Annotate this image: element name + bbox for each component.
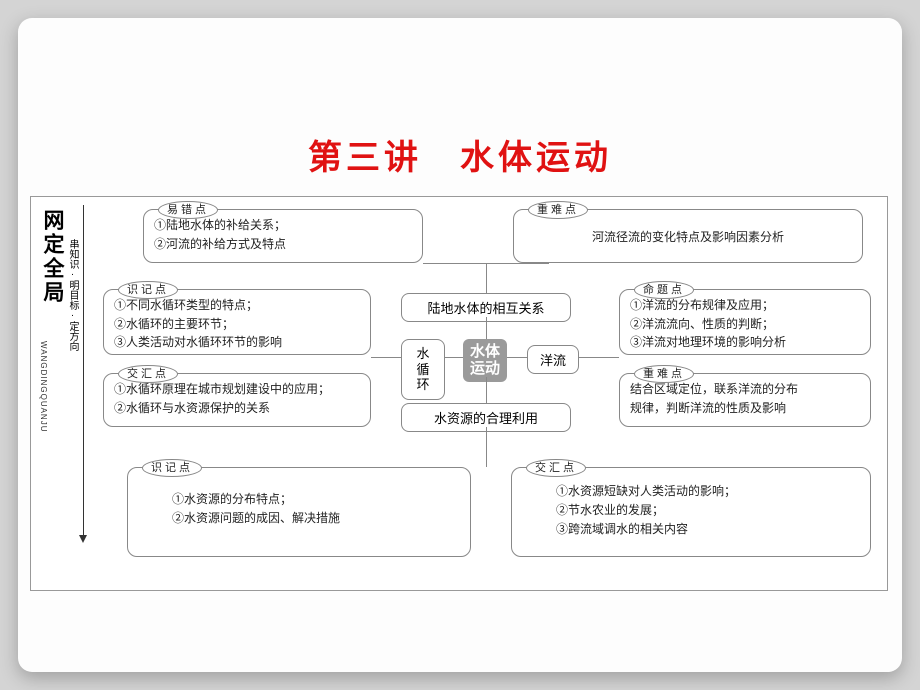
tag-mingti: 命题点 [634,281,694,299]
connector [486,377,487,403]
box-mid-right-a: 命题点 ①洋流的分布规律及应用； ②洋流流向、性质的判断； ③洋流对地理环境的影… [619,289,871,355]
connector [486,317,487,339]
box-bot-right: 交汇点 ①水资源短缺对人类活动的影响； ②节水农业的发展； ③跨流域调水的相关内… [511,467,871,557]
text-line: ②水循环与水资源保护的关系 [114,399,360,418]
box-mid-left-b: 交汇点 ①水循环原理在城市规划建设中的应用； ②水循环与水资源保护的关系 [103,373,371,427]
box-bot-left: 识记点 ①水资源的分布特点； ②水资源问题的成因、解决措施 [127,467,471,557]
connector [445,357,463,358]
box-mid-left-a: 识记点 ①不同水循环类型的特点； ②水循环的主要环节； ③人类活动对水循环环节的… [103,289,371,355]
sidebar-heading: 网定全局 [37,209,67,305]
tag-shiji: 识记点 [118,281,178,299]
slide-page: 第三讲 水体运动 网定全局 串知识·明目标·定方向 WANGDINGQUANJU… [18,18,902,672]
sidebar-sub: 串知识·明目标·定方向 [65,239,80,351]
divider-line [83,205,84,535]
connector [423,263,549,264]
sidebar-strip: 网定全局 串知识·明目标·定方向 WANGDINGQUANJU [37,201,83,586]
text-line: ②水循环的主要环节； [114,315,360,334]
text-line: 规律，判断洋流的性质及影响 [630,399,860,418]
box-top-left: 易错点 ①陆地水体的补给关系； ②河流的补给方式及特点 [143,209,423,263]
connector [486,427,487,467]
tag-zhongnan: 重难点 [528,201,588,219]
text-line: ②河流的补给方式及特点 [154,235,412,254]
text-line: ②水资源问题的成因、解决措施 [172,509,456,528]
lecture-title: 第三讲 水体运动 [18,130,902,179]
node-left: 水循环 [401,339,445,400]
text-line: ③人类活动对水循环环节的影响 [114,333,360,352]
arrow-down-icon [79,535,87,547]
box-top-right: 重难点 河流径流的变化特点及影响因素分析 [513,209,863,263]
text-line: ①水资源的分布特点； [172,490,456,509]
node-hub: 水体运动 [463,339,507,382]
text-line: 河流径流的变化特点及影响因素分析 [524,228,852,247]
connector [486,263,487,293]
tag-zhongnan2: 重难点 [634,365,694,383]
text-line: ③洋流对地理环境的影响分析 [630,333,860,352]
tag-yicuo: 易错点 [158,201,218,219]
text-line: ③跨流域调水的相关内容 [556,520,856,539]
text-line: ①水资源短缺对人类活动的影响； [556,482,856,501]
connector [507,357,527,358]
tag-shiji2: 识记点 [142,459,202,477]
text-line: ②洋流流向、性质的判断； [630,315,860,334]
tag-jiaohui2: 交汇点 [526,459,586,477]
text-line: ②节水农业的发展； [556,501,856,520]
node-right: 洋流 [527,345,579,374]
connector [371,357,401,358]
concept-map: 网定全局 串知识·明目标·定方向 WANGDINGQUANJU 易错点 ①陆地水… [30,196,888,591]
box-mid-right-b: 重难点 结合区域定位，联系洋流的分布 规律，判断洋流的性质及影响 [619,373,871,427]
tag-jiaohui: 交汇点 [118,365,178,383]
connector [579,357,619,358]
sidebar-pinyin: WANGDINGQUANJU [39,341,48,432]
